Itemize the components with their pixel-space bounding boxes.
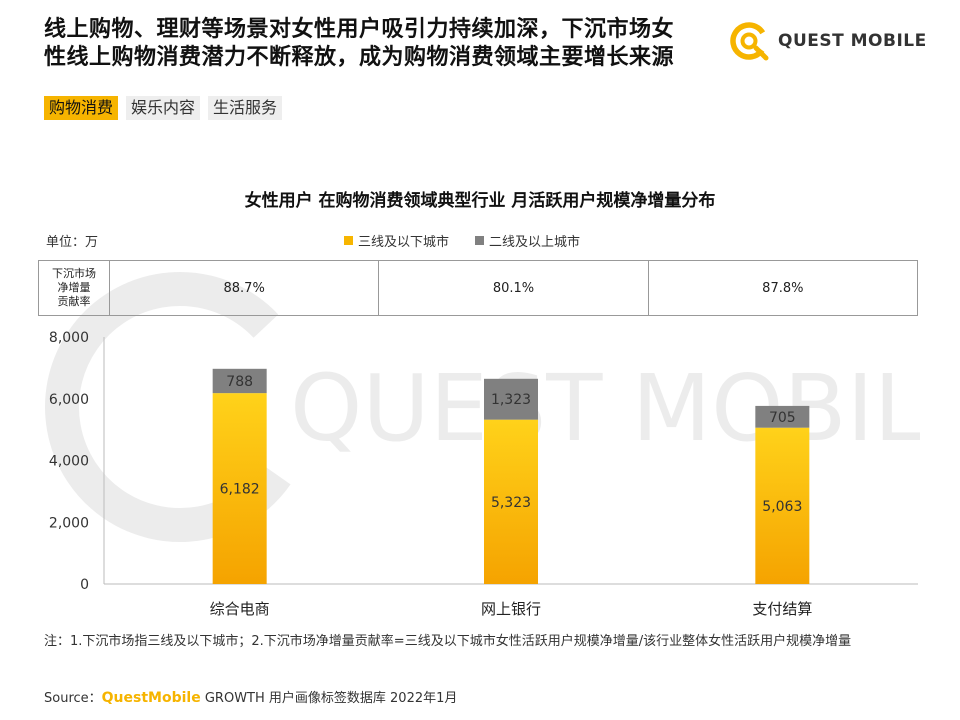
contribution-value-ecommerce: 88.7% [108, 260, 380, 316]
headline-line-1: 线上购物、理财等场景对女性用户吸引力持续加深，下沉市场女 [44, 17, 675, 42]
chart-title: 女性用户 在购物消费领域典型行业 月活跃用户规模净增量分布 [244, 191, 716, 211]
bar-tier2 [212, 368, 267, 394]
bar-tier3 [484, 419, 538, 584]
data-label-tier2: 788 [226, 374, 253, 390]
contribution-header-line-2: 净增量 [57, 281, 91, 294]
x-category-label: 支付结算 [752, 600, 812, 618]
y-tick-label: 6,000 [49, 392, 89, 408]
legend-label-tier3: 三线及以下城市 [358, 235, 450, 250]
legend-swatch-tier2 [475, 236, 485, 245]
logo-mark-icon [730, 22, 769, 61]
bar-tier3 [212, 393, 267, 584]
x-category-label: 综合电商 [210, 600, 270, 618]
contribution-value-online-banking: 80.1% [378, 260, 649, 316]
bar-tier2 [755, 405, 810, 428]
legend-item-tier3: 三线及以下城市 [344, 231, 449, 250]
logo-text: QUEST MOBILE [778, 31, 927, 51]
y-tick-label: 2,000 [49, 515, 89, 531]
headline: 线上购物、理财等场景对女性用户吸引力持续加深，下沉市场女 性线上购物消费潜力不断… [44, 16, 734, 72]
source: Source：QuestMobile GROWTH 用户画像标签数据库 2022… [44, 687, 457, 706]
data-label-tier3: 5,323 [491, 495, 531, 511]
footnote: 注：1.下沉市场指三线及以下城市；2.下沉市场净增量贡献率=三线及以下城市女性活… [44, 634, 852, 649]
contribution-header-line-1: 下沉市场 [52, 267, 96, 280]
headline-line-2: 性线上购物消费潜力不断释放，成为购物消费领域主要增长来源 [44, 45, 675, 70]
source-brand: QuestMobile [101, 690, 201, 706]
data-label-tier3: 5,063 [762, 499, 802, 515]
contribution-header: 下沉市场 净增量 贡献率 [38, 260, 110, 316]
legend: 三线及以下城市 二线及以上城市 [344, 231, 580, 250]
x-category-label: 网上银行 [481, 600, 541, 618]
bar-tier3 [755, 427, 810, 584]
contribution-value-payment: 87.8% [647, 260, 919, 316]
quest-mobile-logo: QUEST MOBILE [726, 18, 927, 64]
contribution-header-line-3: 贡献率 [57, 295, 91, 308]
source-rest: GROWTH 用户画像标签数据库 2022年1月 [200, 691, 458, 706]
tab-life-services[interactable]: 生活服务 [208, 96, 283, 120]
data-label-tier3: 6,182 [220, 482, 260, 498]
legend-item-tier2: 二线及以上城市 [475, 231, 580, 250]
unit-label: 单位：万 [46, 235, 99, 250]
data-label-tier2: 705 [769, 410, 796, 426]
bar-tier2 [484, 378, 538, 420]
y-tick-label: 8,000 [49, 330, 89, 346]
tab-shopping[interactable]: 购物消费 [44, 96, 119, 120]
category-tabs: 购物消费 娱乐内容 生活服务 [44, 96, 283, 120]
source-prefix: Source： [44, 691, 102, 706]
tab-entertainment[interactable]: 娱乐内容 [126, 96, 201, 120]
data-label-tier2: 1,323 [491, 392, 531, 408]
y-tick-label: 0 [80, 577, 89, 593]
legend-swatch-tier3 [344, 236, 353, 245]
y-tick-label: 4,000 [49, 454, 89, 470]
contribution-table: 下沉市场 净增量 贡献率 88.7% 80.1% 87.8% [38, 260, 919, 316]
contribution-row: 下沉市场 净增量 贡献率 88.7% 80.1% 87.8% [38, 260, 919, 316]
legend-label-tier2: 二线及以上城市 [489, 235, 581, 250]
